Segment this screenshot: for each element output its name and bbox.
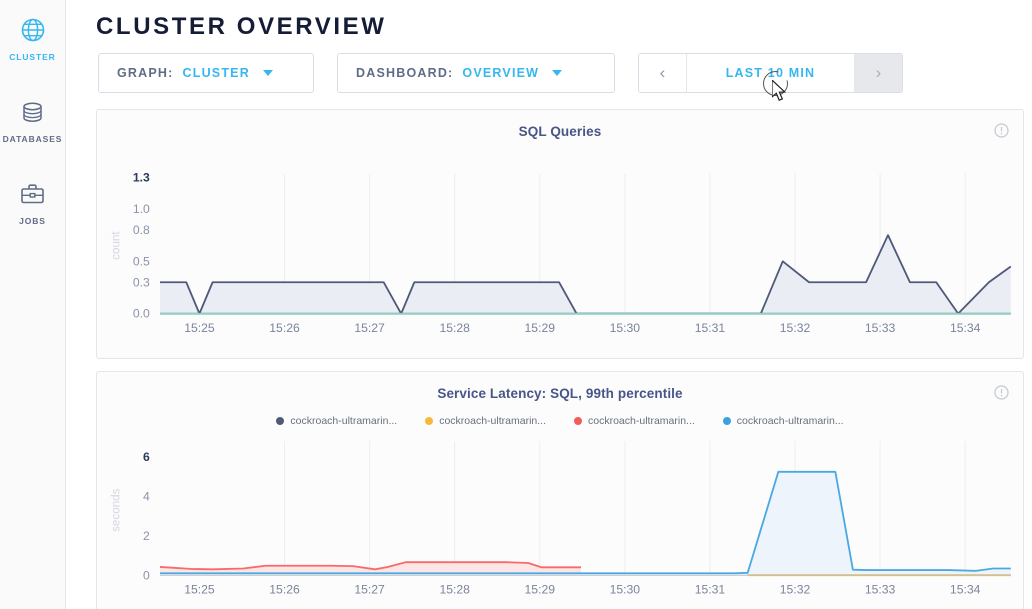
globe-icon — [20, 15, 46, 45]
legend-color-dot — [722, 417, 731, 426]
sidebar-item-jobs[interactable]: JOBS — [0, 170, 66, 232]
x-axis-tick-label: 15:26 — [269, 321, 300, 335]
x-axis-tick-label: 15:33 — [865, 583, 896, 597]
x-axis-tick-label: 15:29 — [525, 321, 556, 335]
y-axis-tick-label: 2 — [143, 529, 150, 543]
x-axis-tick-label: 15:31 — [695, 583, 726, 597]
legend-item[interactable]: cockroach-ultramarin... — [574, 415, 695, 427]
time-range-next-button[interactable]: › — [854, 54, 902, 92]
dashboard-selector-value: OVERVIEW — [462, 66, 540, 80]
x-axis-tick-label: 15:30 — [610, 583, 641, 597]
x-axis-tick-label: 15:27 — [354, 321, 385, 335]
chart-legend: cockroach-ultramarin... cockroach-ultrama… — [97, 415, 1023, 429]
chevron-down-icon — [552, 70, 563, 76]
sidebar-item-label: CLUSTER — [9, 52, 56, 62]
chart-plot-sql-queries[interactable]: 1.3 1.0 0.8 0.5 0.3 0.0 count 15:25 15:26 15:27 15… — [97, 139, 1023, 352]
database-icon — [19, 97, 46, 127]
x-axis-tick-label: 15:26 — [269, 583, 300, 597]
y-axis-tick-label: 1.3 — [133, 171, 150, 185]
x-axis-tick-label: 15:28 — [439, 583, 470, 597]
dashboard-selector-label: DASHBOARD: — [356, 66, 454, 80]
x-axis-tick-label: 15:34 — [950, 583, 981, 597]
y-axis-tick-label: 6 — [143, 450, 150, 464]
y-axis-tick-label: 0.5 — [133, 254, 150, 268]
legend-label: cockroach-ultramarin... — [588, 415, 695, 428]
y-axis-tick-label: 0 — [143, 568, 150, 582]
chart-plot-service-latency[interactable]: 6 4 2 0 seconds 15:25 15:26 15:27 15:28 15:29 15:3… — [97, 429, 1023, 609]
x-axis-tick-label: 15:32 — [780, 321, 811, 335]
sidebar: CLUSTER DATABASES — [0, 0, 66, 609]
sidebar-item-databases[interactable]: DATABASES — [0, 88, 66, 150]
x-axis-tick-label: 15:31 — [695, 321, 726, 335]
chart-card-service-latency: Service Latency: SQL, 99th percentile co… — [96, 371, 1024, 609]
series-line — [159, 561, 581, 571]
x-axis-tick-label: 15:25 — [184, 583, 215, 597]
legend-label: cockroach-ultramarin... — [439, 415, 546, 428]
y-axis-tick-label: 0.0 — [133, 307, 150, 321]
chart-title: SQL Queries — [518, 124, 602, 139]
graph-selector[interactable]: GRAPH: CLUSTER — [98, 53, 314, 93]
sidebar-item-cluster[interactable]: CLUSTER — [0, 6, 66, 68]
y-axis-tick-label: 4 — [143, 490, 150, 504]
series-area — [159, 472, 1011, 576]
x-axis-tick-label: 15:25 — [184, 321, 215, 335]
x-axis-tick-label: 15:27 — [354, 583, 385, 597]
dashboard-selector[interactable]: DASHBOARD: OVERVIEW — [337, 53, 615, 93]
info-circle-icon[interactable] — [994, 123, 1009, 143]
time-range-control: ‹ LAST 10 MIN › — [638, 53, 903, 93]
legend-color-dot — [574, 417, 582, 426]
y-axis-title: seconds — [109, 489, 122, 533]
chart-card-sql-queries: SQL Queries 1.3 1.0 0.8 0.5 0.3 0.0 count 15:25… — [96, 109, 1024, 360]
legend-label: cockroach-ultramarin... — [290, 415, 398, 428]
toolbar: GRAPH: CLUSTER DASHBOARD: OVERVIEW ‹ LAS… — [66, 41, 1032, 93]
page-title: CLUSTER OVERVIEW — [96, 13, 387, 40]
sidebar-item-label: JOBS — [19, 216, 46, 226]
info-circle-icon[interactable] — [994, 385, 1009, 405]
y-axis-tick-label: 1.0 — [133, 202, 150, 216]
x-axis-tick-label: 15:32 — [780, 583, 811, 597]
sidebar-item-label: DATABASES — [2, 134, 63, 144]
legend-item[interactable]: cockroach-ultramarin... — [276, 415, 397, 427]
x-axis-tick-label: 15:34 — [950, 321, 981, 335]
x-axis-tick-label: 15:33 — [865, 321, 896, 335]
dashboard-cards: SQL Queries 1.3 1.0 0.8 0.5 0.3 0.0 count 15:25… — [66, 93, 1032, 609]
legend-color-dot — [425, 417, 434, 426]
x-axis-tick-label: 15:30 — [610, 321, 641, 335]
y-axis-tick-label: 0.3 — [133, 275, 150, 289]
main-content: CLUSTER OVERVIEW GRAPH: CLUSTER DASHBOAR… — [66, 0, 1032, 609]
briefcase-icon — [19, 179, 46, 209]
series-area — [159, 235, 1011, 314]
graph-selector-label: GRAPH: — [117, 66, 174, 80]
series-line — [159, 471, 1011, 575]
x-axis-tick-label: 15:29 — [525, 583, 556, 597]
legend-color-dot — [276, 417, 285, 426]
time-range-value[interactable]: LAST 10 MIN — [687, 54, 854, 92]
time-range-prev-button[interactable]: ‹ — [639, 54, 687, 92]
chevron-down-icon — [262, 70, 273, 76]
graph-selector-value: CLUSTER — [182, 66, 250, 80]
legend-label: cockroach-ultramarin... — [736, 415, 844, 428]
y-axis-tick-label: 0.8 — [133, 223, 150, 237]
legend-item[interactable]: cockroach-ultramarin... — [425, 415, 546, 427]
chart-title: Service Latency: SQL, 99th percentile — [437, 386, 683, 402]
x-axis-tick-label: 15:28 — [439, 321, 470, 335]
legend-item[interactable]: cockroach-ultramarin... — [722, 415, 844, 428]
y-axis-title: count — [109, 231, 122, 260]
